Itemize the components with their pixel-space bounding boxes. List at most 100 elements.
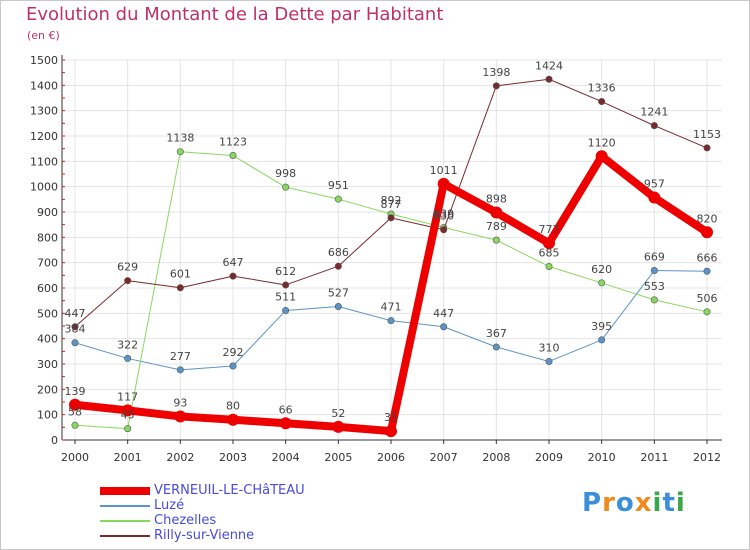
data-point-rilly-sur-vienne [440, 226, 448, 234]
y-tick-label: 1000 [30, 181, 58, 194]
data-label-luz: 395 [591, 320, 612, 333]
data-point-verneuil-le-ch-teau [437, 177, 450, 190]
data-label-chezelles: 892 [381, 194, 402, 207]
x-tick-label: 2000 [61, 451, 89, 464]
logo-letter: i [652, 488, 663, 518]
legend-item-rilly-sur-vienne: Rilly-sur-Vienne [100, 528, 360, 544]
data-point-rilly-sur-vienne [703, 144, 711, 152]
data-point-verneuil-le-ch-teau [121, 404, 134, 417]
data-point-rilly-sur-vienne [282, 281, 290, 289]
y-tick-label: 200 [37, 383, 58, 396]
x-tick-label: 2009 [535, 451, 563, 464]
data-point-chezelles [650, 296, 658, 304]
y-tick-label: 300 [37, 358, 58, 371]
data-point-rilly-sur-vienne [71, 323, 79, 331]
data-label-verneuil-le-ch-teau: 66 [279, 403, 293, 416]
data-point-rilly-sur-vienne [598, 98, 606, 106]
legend-swatch [100, 520, 150, 522]
data-point-chezelles [598, 279, 606, 287]
data-label-verneuil-le-ch-teau: 52 [331, 407, 345, 420]
data-label-rilly-sur-vienne: 447 [65, 307, 86, 320]
data-point-luz [545, 357, 553, 365]
data-label-luz: 527 [328, 286, 349, 299]
data-point-chezelles [334, 195, 342, 203]
data-point-rilly-sur-vienne [124, 277, 132, 285]
data-point-luz [282, 307, 290, 315]
data-label-luz: 666 [697, 251, 718, 264]
data-label-chezelles: 1123 [219, 136, 247, 149]
data-label-verneuil-le-ch-teau: 777 [539, 223, 560, 236]
data-label-rilly-sur-vienne: 1153 [693, 128, 721, 141]
data-point-rilly-sur-vienne [387, 214, 395, 222]
y-tick-label: 1400 [30, 79, 58, 92]
logo-letter: x [634, 488, 653, 518]
series-group [69, 75, 713, 438]
legend-label: Rilly-sur-Vienne [154, 528, 255, 543]
axis-ticks: 0 100 200 300 400 500 600 700 800 900 1000 1100 1200… [30, 54, 721, 464]
data-label-chezelles: 506 [697, 292, 718, 305]
x-tick-label: 2007 [430, 451, 458, 464]
logo-letter: P [582, 488, 603, 518]
data-label-verneuil-le-ch-teau: 1120 [588, 136, 616, 149]
data-label-rilly-sur-vienne: 612 [275, 265, 296, 278]
data-point-verneuil-le-ch-teau [174, 410, 187, 423]
data-point-chezelles [229, 152, 237, 160]
logo-letter: t [662, 488, 676, 518]
data-label-chezelles: 45 [121, 409, 135, 422]
y-tick-label: 400 [37, 333, 58, 346]
data-point-rilly-sur-vienne [650, 122, 658, 130]
x-tick-label: 2002 [166, 451, 194, 464]
data-label-luz: 511 [275, 291, 296, 304]
grid-lines [62, 59, 722, 441]
data-label-rilly-sur-vienne: 601 [170, 268, 191, 281]
data-label-rilly-sur-vienne: 1336 [588, 82, 616, 95]
y-tick-label: 800 [37, 231, 58, 244]
x-tick-label: 2012 [693, 451, 721, 464]
legend-item-chezelles: Chezelles [100, 513, 360, 529]
data-point-luz [387, 317, 395, 325]
y-tick-label: 1100 [30, 155, 58, 168]
data-point-luz [334, 302, 342, 310]
data-point-verneuil-le-ch-teau [279, 417, 292, 430]
data-point-chezelles [176, 148, 184, 156]
data-label-verneuil-le-ch-teau: 1011 [430, 164, 458, 177]
chart-title: Evolution du Montant de la Dette par Hab… [26, 4, 444, 25]
y-tick-label: 600 [37, 282, 58, 295]
data-label-chezelles: 998 [275, 167, 296, 180]
legend-label: Luzé [154, 498, 185, 513]
data-point-luz [650, 267, 658, 275]
data-point-rilly-sur-vienne [334, 262, 342, 270]
data-label-verneuil-le-ch-teau: 820 [697, 212, 718, 225]
data-point-verneuil-le-ch-teau [490, 206, 503, 219]
data-label-chezelles: 620 [591, 263, 612, 276]
legend-label: Chezelles [154, 513, 217, 528]
data-point-verneuil-le-ch-teau [701, 226, 713, 239]
data-label-rilly-sur-vienne: 1241 [640, 106, 668, 119]
data-point-verneuil-le-ch-teau [595, 150, 608, 163]
data-label-luz: 447 [433, 307, 454, 320]
y-tick-label: 0 [51, 434, 58, 447]
data-label-luz: 310 [539, 341, 560, 354]
data-label-verneuil-le-ch-teau: 139 [65, 385, 86, 398]
data-label-luz: 322 [117, 338, 138, 351]
data-label-rilly-sur-vienne: 686 [328, 246, 349, 259]
data-point-luz [492, 343, 500, 351]
data-point-luz [124, 354, 132, 362]
y-tick-label: 1300 [30, 105, 58, 118]
data-point-chezelles [71, 421, 79, 429]
data-label-luz: 471 [381, 301, 402, 314]
data-label-luz: 384 [65, 323, 86, 336]
data-label-rilly-sur-vienne: 830 [433, 210, 454, 223]
x-tick-label: 2001 [114, 451, 142, 464]
y-tick-label: 100 [37, 409, 58, 422]
y-tick-label: 700 [37, 257, 58, 270]
x-tick-label: 2006 [377, 451, 405, 464]
data-label-verneuil-le-ch-teau: 117 [117, 390, 138, 403]
legend-item-verneuil-le-ch-teau: VERNEUIL-LE-CHâTEAU [100, 483, 360, 499]
data-label-rilly-sur-vienne: 1424 [535, 59, 563, 72]
logo-letter: r [602, 488, 616, 518]
data-label-luz: 292 [223, 346, 244, 359]
data-point-rilly-sur-vienne [492, 82, 500, 90]
data-label-luz: 669 [644, 251, 665, 264]
